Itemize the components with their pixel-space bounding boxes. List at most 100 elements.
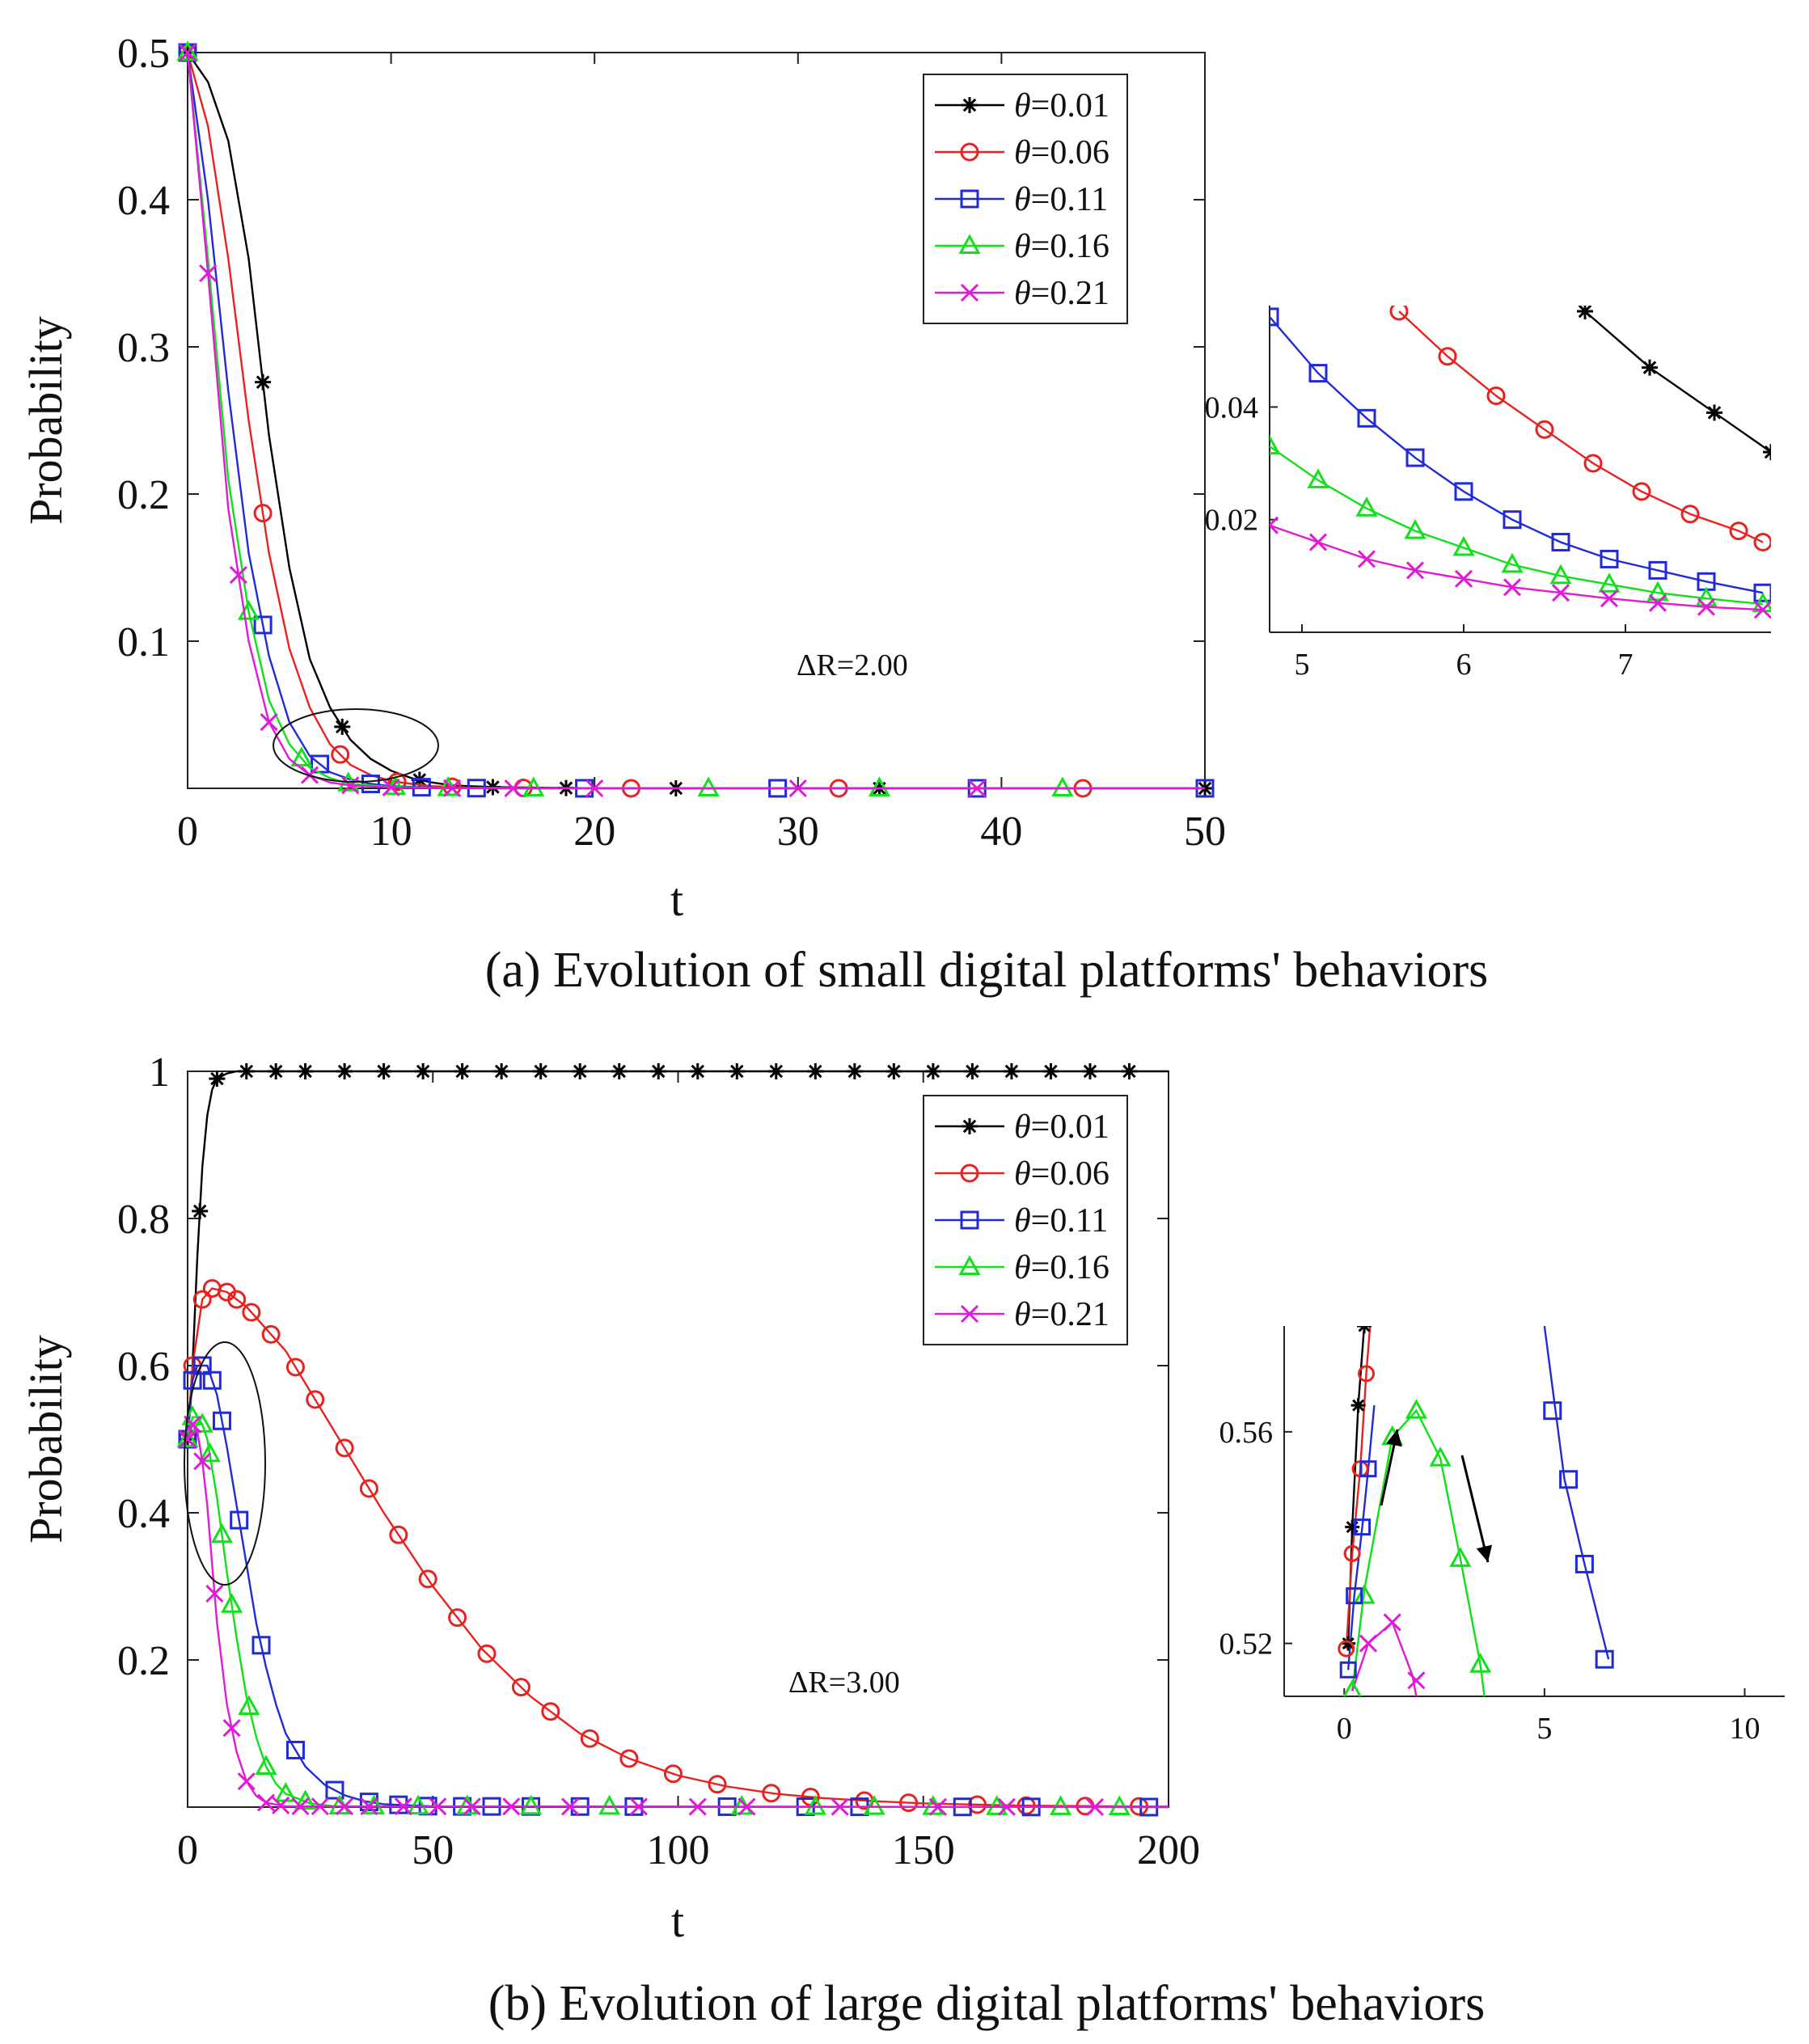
series-θ=0.11 [178, 1356, 1169, 1817]
data-marker [253, 504, 273, 523]
legend-value: =0.21 [1031, 275, 1109, 312]
data-marker [260, 713, 278, 732]
data-marker [504, 779, 522, 798]
data-marker [176, 1427, 199, 1447]
inset-marker [1405, 561, 1425, 580]
y-tick-label: 0.2 [117, 1638, 170, 1684]
data-marker [198, 1442, 221, 1463]
legend-value: =0.16 [1031, 1249, 1109, 1286]
data-marker [227, 1290, 247, 1309]
series-line [186, 1416, 1169, 1809]
inset-x-tick-label: 0 [1337, 1712, 1352, 1746]
x-tick-label: 40 [980, 809, 1022, 855]
inset-marker [1359, 1634, 1378, 1653]
data-marker [443, 779, 462, 797]
series-θ=0.01 [180, 1063, 1169, 1447]
data-marker [394, 1797, 412, 1816]
data-marker [762, 1784, 781, 1803]
legend-marker [960, 1304, 979, 1324]
x-axis-label: t [671, 1894, 684, 1947]
x-tick-label: 200 [1137, 1827, 1200, 1873]
inset-marker [1763, 444, 1771, 461]
data-marker [863, 1795, 885, 1815]
data-marker [899, 1793, 919, 1813]
data-marker [788, 779, 807, 798]
data-marker [238, 1695, 260, 1716]
inset-marker [1452, 535, 1475, 556]
data-marker [1050, 1795, 1072, 1815]
data-marker [454, 1063, 471, 1079]
inset-marker [1753, 601, 1771, 619]
inset-marker [1598, 572, 1621, 593]
delta-r-annotation: ΔR=3.00 [788, 1666, 900, 1700]
y-tick-label: 0.4 [117, 1491, 170, 1537]
data-marker [580, 1729, 599, 1748]
inset-marker [1308, 364, 1328, 383]
panel-a: 0.1 0.2 0.3 0.4 0.5 0 10 20 30 40 50 Probability t ΔR… [19, 31, 1771, 926]
legend-label: θ=0.06 [1014, 134, 1109, 171]
delta-r-annotation: ΔR=2.00 [797, 648, 908, 682]
data-marker [1003, 1063, 1020, 1079]
data-marker [255, 374, 272, 391]
data-marker [598, 1794, 621, 1815]
data-marker [268, 1063, 285, 1079]
legend-label: θ=0.16 [1014, 1249, 1109, 1286]
inset-marker [1345, 1519, 1360, 1535]
legend-theta: θ [1014, 87, 1031, 125]
inset-marker [1503, 578, 1522, 597]
inset-marker [1307, 468, 1329, 488]
data-marker [221, 1593, 243, 1613]
data-marker [415, 1063, 432, 1079]
inset-y-tick-label: 0.04 [1205, 391, 1259, 424]
y-tick-label: 0.1 [117, 619, 170, 665]
data-marker [212, 1411, 231, 1430]
data-marker [928, 1797, 948, 1816]
inset-curve [1270, 316, 1764, 594]
inset-marker [1341, 1636, 1356, 1651]
inset-marker [1559, 1470, 1579, 1489]
legend-label: θ=0.01 [1014, 1109, 1109, 1146]
data-marker [572, 1063, 589, 1079]
inset-marker [1706, 404, 1722, 421]
data-marker [463, 1797, 481, 1816]
inset-marker [1357, 1326, 1372, 1333]
legend-theta: θ [1014, 228, 1031, 265]
inset-marker [1339, 1661, 1357, 1679]
data-marker [1042, 1063, 1059, 1079]
data-marker [230, 1510, 249, 1530]
data-marker [997, 1797, 1016, 1816]
data-marker [964, 1063, 981, 1079]
data-marker [688, 1797, 707, 1816]
zoom-ellipse [273, 708, 439, 783]
data-marker [697, 776, 720, 796]
legend-marker [962, 97, 978, 113]
data-marker [331, 745, 350, 764]
inset-marker [1454, 569, 1473, 588]
data-marker [1017, 1796, 1036, 1815]
inset-curve [1543, 1326, 1610, 1660]
inset-marker [1343, 1544, 1361, 1562]
inset-marker [1729, 522, 1748, 541]
inset-x-tick-label: 5 [1536, 1712, 1552, 1746]
data-marker [767, 1063, 784, 1079]
inset-x-tick-label: 5 [1295, 648, 1310, 682]
inset-curve [1398, 310, 1764, 543]
data-marker [359, 1479, 378, 1498]
inset-marker [1405, 1399, 1427, 1419]
data-marker [199, 264, 218, 283]
data-marker [382, 778, 400, 796]
data-marker [1108, 1795, 1131, 1815]
inset-marker [1551, 533, 1570, 552]
data-marker [335, 1438, 354, 1458]
data-marker [253, 615, 273, 635]
inset-y-tick-label: 0.56 [1219, 1416, 1274, 1450]
inset-marker [1574, 1554, 1594, 1573]
inset-x-tick-label: 6 [1456, 648, 1472, 682]
data-marker [178, 43, 197, 62]
x-tick-label: 20 [573, 809, 615, 855]
data-marker [520, 1794, 543, 1815]
inset-marker [1549, 564, 1572, 585]
panel-b: 0.20.40.60.810 50 100 150 200ProbabilitytΔR=… [19, 1049, 1785, 1947]
legend-marker [960, 283, 979, 302]
inset-y-tick-label: 0.52 [1219, 1628, 1274, 1662]
